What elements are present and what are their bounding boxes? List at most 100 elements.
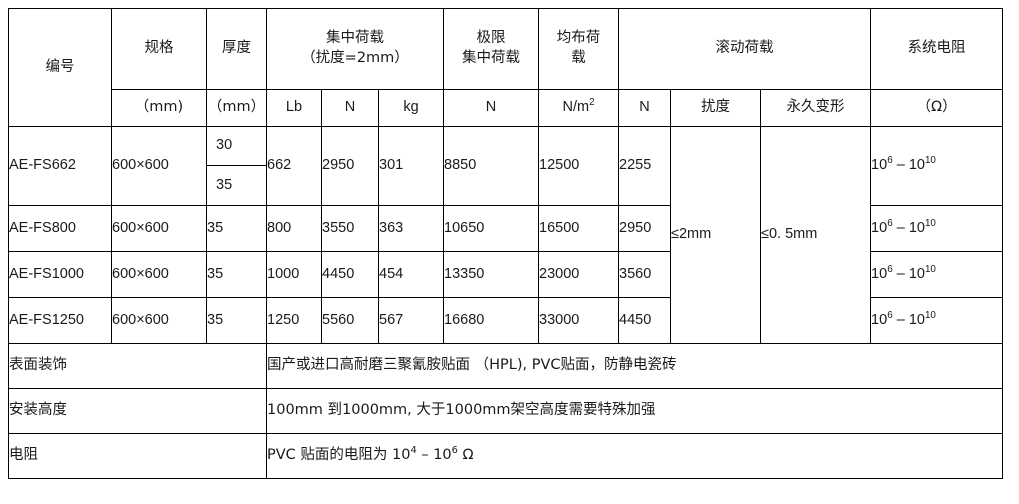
header-unit-thickness: （mm） — [206, 89, 267, 127]
cell-kg: 363 — [377, 205, 445, 252]
resistance-base-high: 10 — [908, 157, 925, 174]
header-cell-system-resistance: 系统电阻 — [870, 8, 1004, 90]
cell-spec: 600×600 — [111, 297, 207, 344]
cell-lb: 662 — [266, 126, 322, 206]
footer-row-install-height: 安装高度 100mm 到1000mm, 大于1000mm架空高度需要特殊加强 — [8, 388, 1004, 434]
resistance-range-dash: – — [896, 265, 905, 282]
cell-rolling-newton: 4450 — [618, 297, 672, 344]
uniform-load-line2: 载 — [571, 50, 586, 66]
cell-lb: 1250 — [266, 297, 322, 344]
footer-label-surface-finish: 表面装饰 — [8, 343, 267, 389]
header-cell-ultimate-load: 极限 集中荷载 — [443, 8, 540, 90]
cell-model-id: AE-FS1250 — [8, 297, 112, 344]
specification-table: 编号 规格 厚度 集中荷载 （扰度=2mm） 极限 集中荷载 均布荷 载 滚动荷… — [8, 8, 1004, 479]
footer-label-install-height: 安装高度 — [8, 388, 267, 434]
cell-thickness: 35 — [206, 297, 267, 344]
resistance-pvc-exp-high: 6 — [451, 445, 458, 457]
cell-ultimate-load: 16680 — [443, 297, 540, 344]
footer-row-surface-finish: 表面装饰 国产或进口高耐磨三聚氰胺贴面 （HPL), PVC贴面，防静电瓷砖 — [8, 343, 1004, 389]
resistance-range-dash: – — [896, 219, 905, 236]
table-row: AE-FS1250 600×600 35 1250 5560 567 16680… — [8, 297, 1004, 344]
header-unit-permanent-deformation: 永久变形 — [760, 89, 872, 127]
cell-lb: 1000 — [266, 251, 322, 298]
header-cell-spec: 规格 — [111, 8, 207, 90]
header-row-primary: 编号 规格 厚度 集中荷载 （扰度=2mm） 极限 集中荷载 均布荷 载 滚动荷… — [8, 8, 1004, 127]
thickness-option-2: 35 — [216, 176, 233, 193]
cell-system-resistance: 106 – 1010 — [870, 205, 1004, 252]
cell-rolling-newton: 3560 — [618, 251, 672, 298]
resistance-text-prefix: PVC 贴面的电阻为 — [267, 447, 393, 464]
resistance-exp-low: 6 — [887, 309, 893, 321]
cell-rolling-newton: 2255 — [618, 126, 672, 206]
cell-kg: 301 — [377, 126, 445, 206]
cell-ultimate-load: 13350 — [443, 251, 540, 298]
cell-thickness: 35 — [206, 205, 267, 252]
cell-model-id: AE-FS1000 — [8, 251, 112, 298]
cell-system-resistance: 106 – 1010 — [870, 297, 1004, 344]
header-unit-kg: kg — [377, 89, 445, 127]
cell-newton: 4450 — [321, 251, 379, 298]
resistance-base-high: 10 — [908, 311, 925, 328]
cell-newton: 2950 — [321, 126, 379, 206]
cell-model-id: AE-FS800 — [8, 205, 112, 252]
table-row: AE-FS1000 600×600 35 1000 4450 454 13350… — [8, 251, 1004, 298]
cell-thickness: 35 — [206, 251, 267, 298]
specification-table-container: 编号 规格 厚度 集中荷载 （扰度=2mm） 极限 集中荷载 均布荷 载 滚动荷… — [8, 8, 1004, 479]
resistance-exp-high: 10 — [924, 155, 936, 167]
header-cell-rolling-load: 滚动荷载 — [618, 8, 872, 90]
uniform-load-line1: 均布荷 — [556, 30, 601, 47]
header-cell-id: 编号 — [8, 8, 112, 127]
resistance-exp-high: 10 — [924, 263, 936, 275]
resistance-pvc-base-high: 10 — [433, 447, 452, 464]
cell-ultimate-load: 10650 — [443, 205, 540, 252]
header-unit-deflection: 扰度 — [670, 89, 762, 127]
cell-spec: 600×600 — [111, 205, 207, 252]
cell-rolling-newton: 2950 — [618, 205, 672, 252]
table-row: AE-FS662 600×600 30 35 662 2950 301 8850… — [8, 126, 1004, 344]
header-cell-concentrated-load: 集中荷载 （扰度=2mm） — [265, 8, 445, 90]
cell-lb: 800 — [266, 205, 322, 252]
resistance-pvc-exp-low: 4 — [410, 445, 417, 457]
header-unit-ultimate: N — [443, 89, 540, 127]
header-unit-rolling-newton: N — [618, 89, 672, 127]
header-unit-uniform: N/m2 — [538, 89, 620, 127]
cell-kg: 454 — [377, 251, 445, 298]
cell-uniform-load: 33000 — [538, 297, 620, 344]
uniform-unit-base: N/m — [562, 99, 590, 116]
resistance-exp-high: 10 — [924, 217, 936, 229]
cell-spec: 600×600 — [111, 251, 207, 298]
cell-deflection-merged: ≤2mm — [670, 126, 762, 344]
footer-value-resistance: PVC 贴面的电阻为 104 – 106 Ω — [265, 433, 1004, 479]
ultimate-load-line2: 集中荷载 — [462, 50, 521, 66]
cell-system-resistance: 106 – 1010 — [870, 126, 1004, 206]
resistance-ohm-suffix: Ω — [457, 447, 474, 464]
resistance-pvc-base-low: 10 — [392, 447, 411, 464]
resistance-exp-low: 6 — [887, 155, 893, 167]
resistance-exp-low: 6 — [887, 217, 893, 229]
cell-thickness-split: 30 35 — [206, 126, 267, 206]
cell-newton: 5560 — [321, 297, 379, 344]
resistance-base-low: 10 — [871, 219, 888, 236]
footer-value-surface-finish: 国产或进口高耐磨三聚氰胺贴面 （HPL), PVC贴面，防静电瓷砖 — [265, 343, 1004, 389]
cell-permanent-deformation-merged: ≤0. 5mm — [760, 126, 872, 344]
header-row-units: （mm) （mm） Lb N kg N N/m2 N 扰度 永久变形 （Ω） — [9, 89, 1004, 127]
cell-uniform-load: 23000 — [538, 251, 620, 298]
header-unit-spec: （mm) — [111, 89, 207, 127]
header-unit-newton: N — [321, 89, 379, 127]
footer-value-install-height: 100mm 到1000mm, 大于1000mm架空高度需要特殊加强 — [265, 388, 1004, 434]
resistance-range-dash: – — [896, 311, 905, 328]
header-cell-thickness: 厚度 — [206, 8, 267, 90]
resistance-exp-low: 6 — [887, 263, 893, 275]
resistance-base-low: 10 — [871, 265, 888, 282]
resistance-base-low: 10 — [871, 157, 888, 174]
concentrated-load-condition: （扰度=2mm） — [301, 50, 409, 66]
footer-label-resistance: 电阻 — [8, 433, 267, 479]
resistance-base-high: 10 — [908, 265, 925, 282]
resistance-base-high: 10 — [908, 219, 925, 236]
cell-spec: 600×600 — [111, 126, 207, 206]
cell-model-id: AE-FS662 — [8, 126, 112, 206]
thickness-option-1: 30 — [207, 127, 266, 166]
cell-kg: 567 — [377, 297, 445, 344]
resistance-pvc-dash: – — [416, 447, 434, 464]
resistance-range-dash: – — [896, 157, 905, 174]
